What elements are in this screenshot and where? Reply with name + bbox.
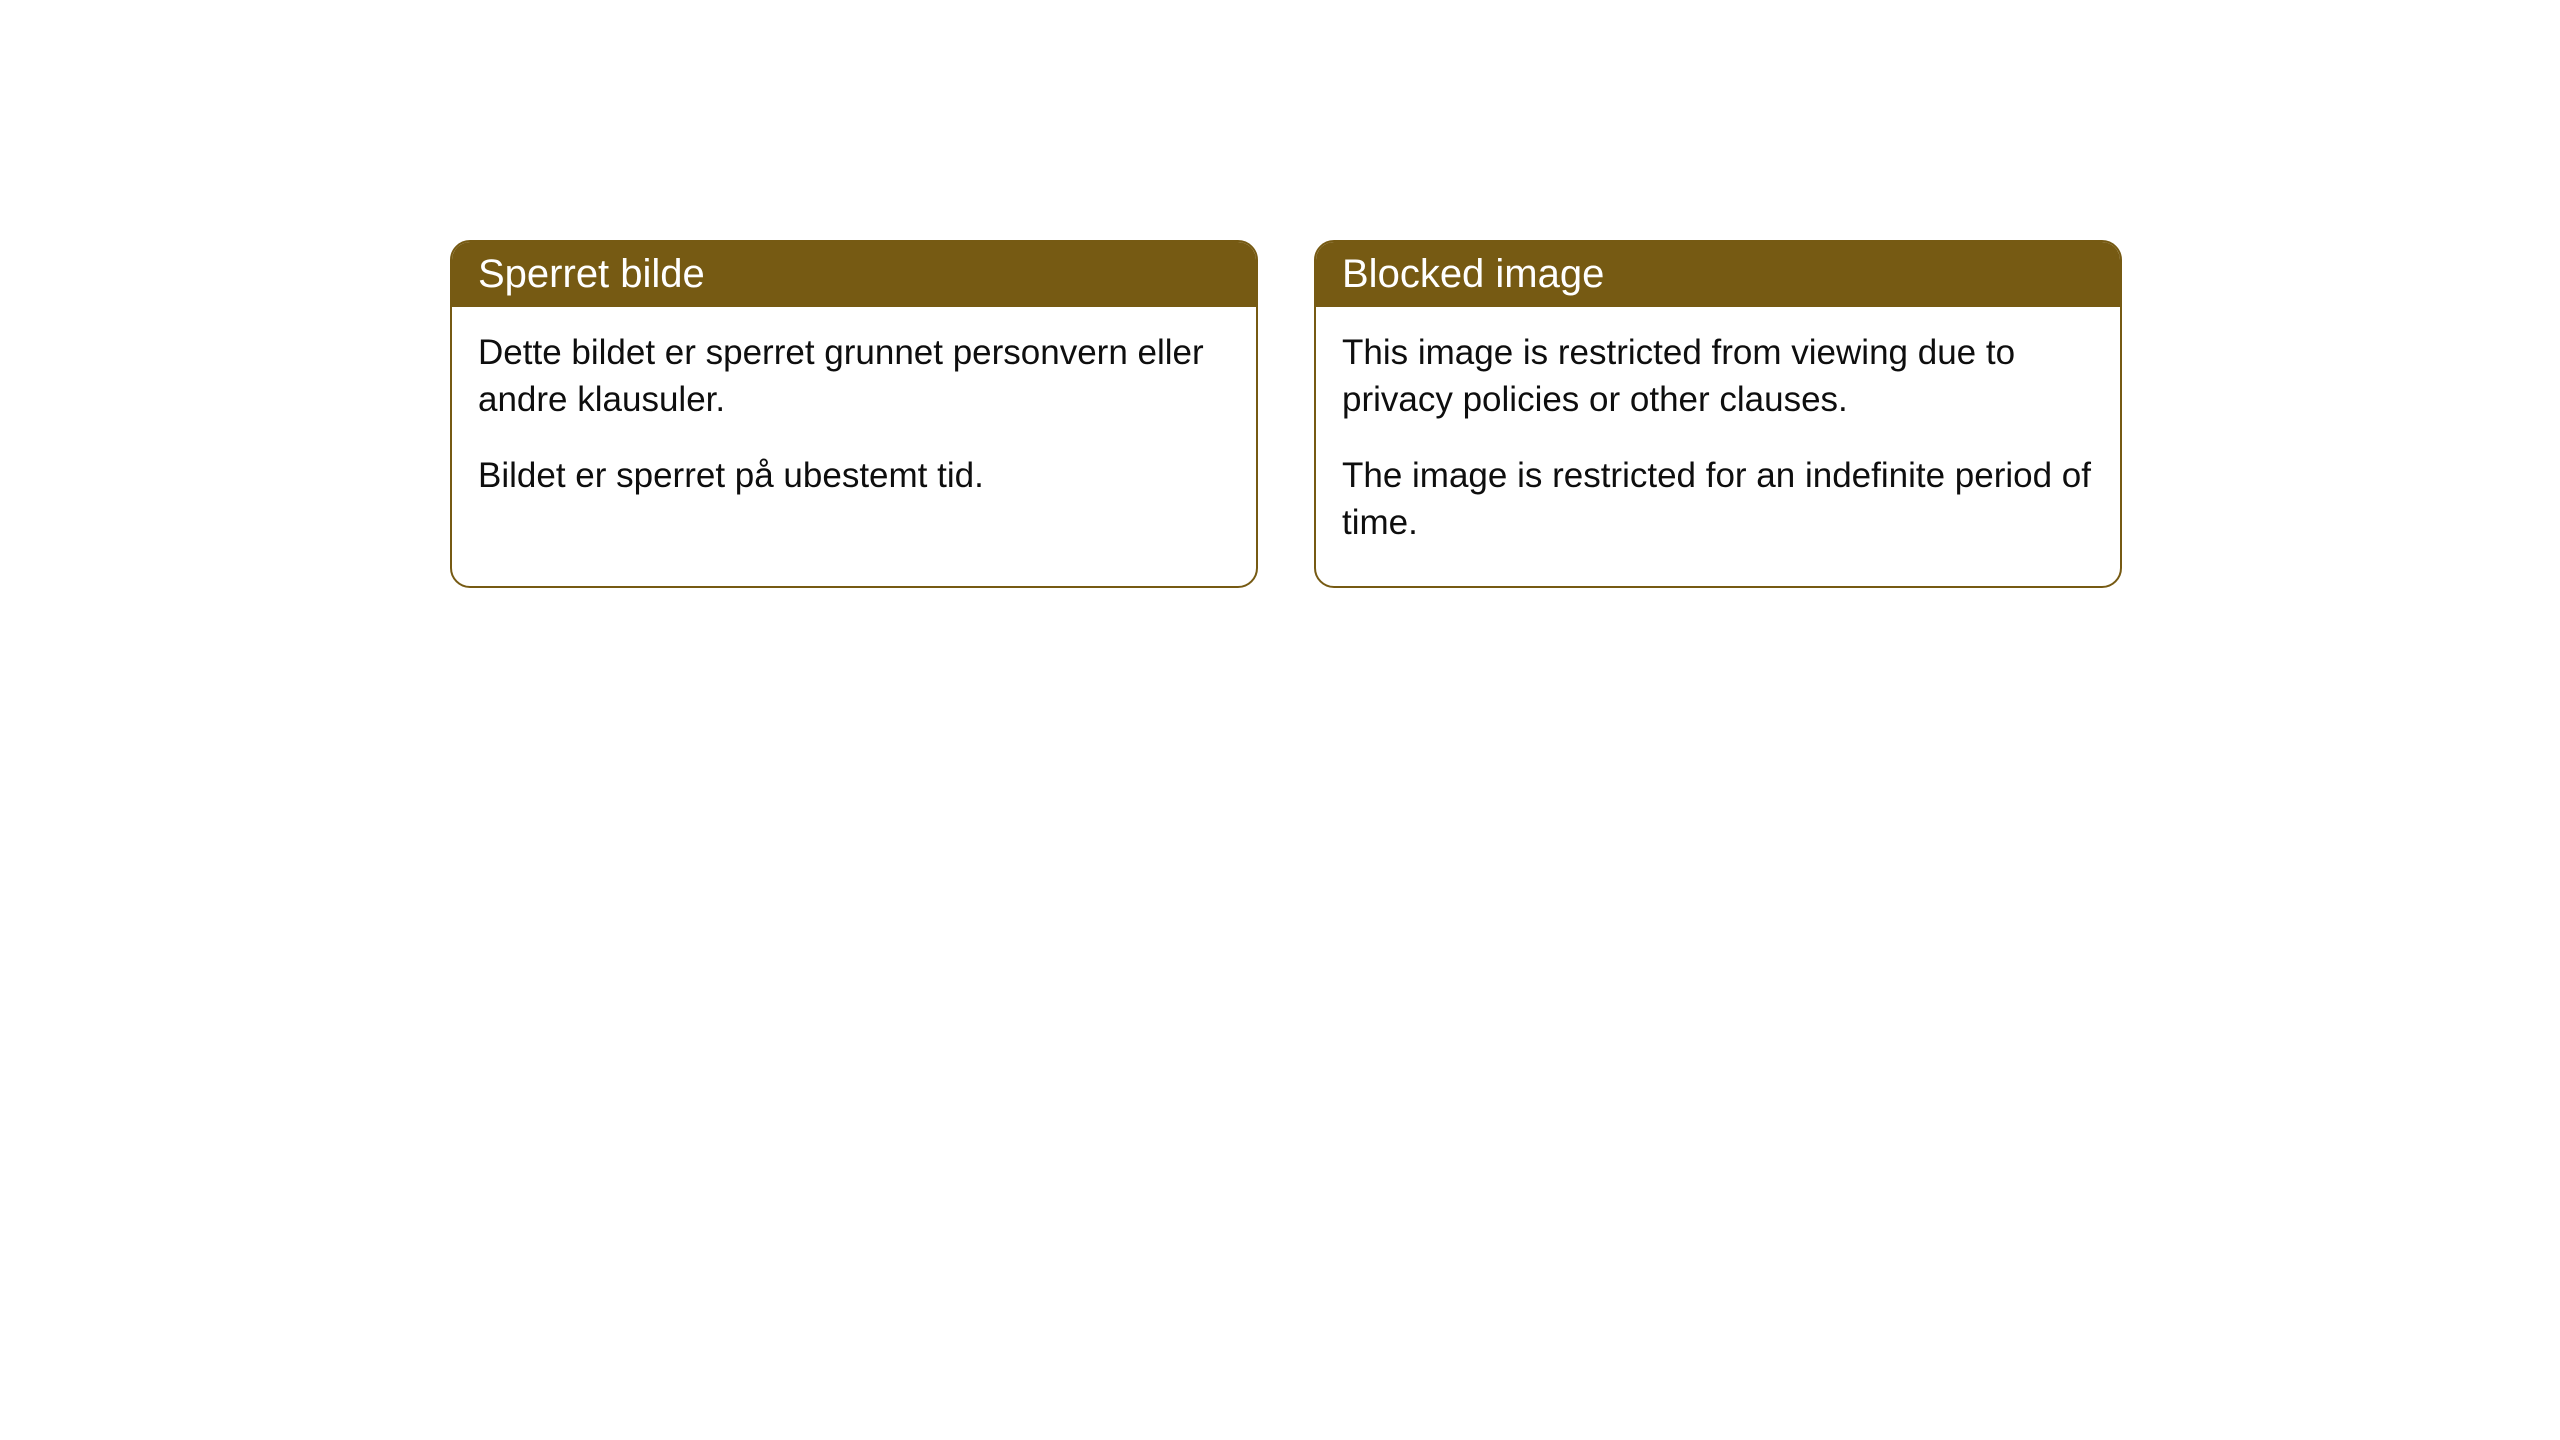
notice-body: This image is restricted from viewing du… <box>1316 307 2120 586</box>
notice-body: Dette bildet er sperret grunnet personve… <box>452 307 1256 539</box>
notice-card-english: Blocked image This image is restricted f… <box>1314 240 2122 588</box>
notice-paragraph: The image is restricted for an indefinit… <box>1342 452 2094 547</box>
notice-header: Sperret bilde <box>452 242 1256 307</box>
notice-container: Sperret bilde Dette bildet er sperret gr… <box>450 240 2122 588</box>
notice-paragraph: This image is restricted from viewing du… <box>1342 329 2094 424</box>
notice-paragraph: Dette bildet er sperret grunnet personve… <box>478 329 1230 424</box>
notice-card-norwegian: Sperret bilde Dette bildet er sperret gr… <box>450 240 1258 588</box>
notice-paragraph: Bildet er sperret på ubestemt tid. <box>478 452 1230 499</box>
notice-header: Blocked image <box>1316 242 2120 307</box>
